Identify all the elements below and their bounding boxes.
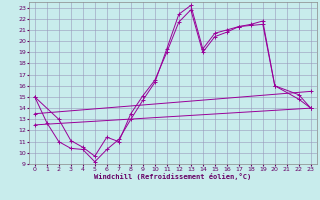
X-axis label: Windchill (Refroidissement éolien,°C): Windchill (Refroidissement éolien,°C)	[94, 173, 252, 180]
